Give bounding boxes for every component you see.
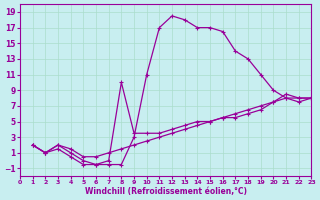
X-axis label: Windchill (Refroidissement éolien,°C): Windchill (Refroidissement éolien,°C)	[85, 187, 247, 196]
